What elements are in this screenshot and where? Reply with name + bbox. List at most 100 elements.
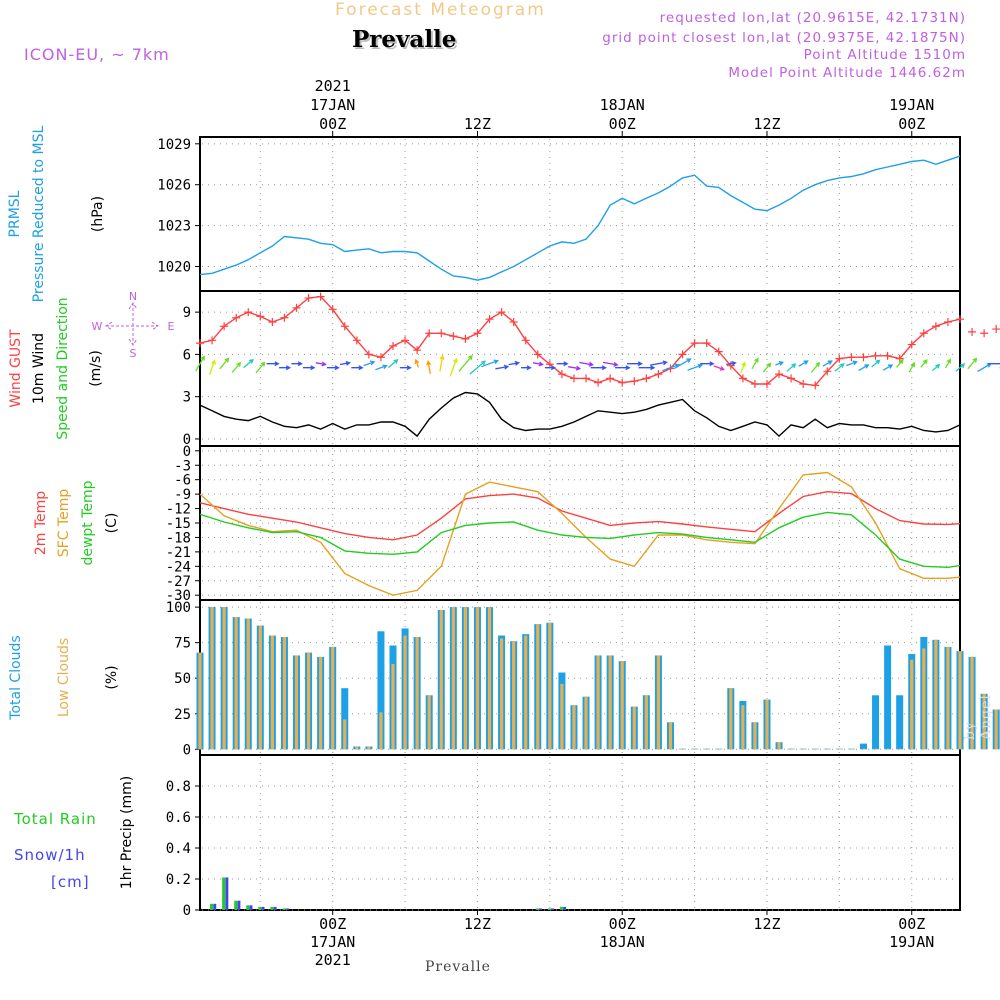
bar-clouds-low-clouds bbox=[391, 663, 395, 750]
bar-clouds-low-clouds bbox=[367, 746, 371, 750]
precip-legend-item: Total Rain bbox=[13, 810, 97, 828]
bar-precip-total-rain bbox=[270, 906, 274, 910]
bar-clouds-low-clouds bbox=[825, 748, 829, 750]
gust-marker bbox=[582, 374, 591, 383]
gust-marker bbox=[545, 360, 554, 369]
gust-marker bbox=[799, 380, 808, 388]
ytick-label-pressure: 1023 bbox=[157, 219, 191, 235]
time-label-bottom: 17JAN bbox=[310, 933, 355, 951]
gust-marker bbox=[557, 370, 566, 379]
gust-marker bbox=[425, 329, 434, 338]
bar-precip-total-rain bbox=[535, 908, 539, 910]
gust-marker bbox=[642, 374, 651, 383]
wind-arrow bbox=[751, 357, 759, 370]
wind-arrow bbox=[255, 361, 266, 374]
wind-arrow bbox=[388, 359, 399, 368]
time-label-bottom: 00Z bbox=[319, 915, 346, 933]
ytick-label-clouds: 25 bbox=[174, 707, 191, 723]
bar-clouds-low-clouds bbox=[934, 639, 938, 750]
time-label-top: 18JAN bbox=[600, 96, 645, 114]
gust-marker bbox=[413, 346, 422, 355]
ytick-label-wind: 0 bbox=[183, 432, 191, 448]
bar-precip-total-rain bbox=[234, 900, 238, 910]
ytick-label-temp: -27 bbox=[166, 574, 191, 590]
wind-arrow bbox=[544, 365, 557, 371]
bar-clouds-low-clouds bbox=[729, 688, 733, 750]
wind-arrow bbox=[945, 358, 951, 369]
bar-clouds-low-clouds bbox=[644, 695, 648, 750]
bar-clouds-low-clouds bbox=[572, 705, 576, 750]
wind-arrow bbox=[920, 359, 928, 368]
ytick-label-pressure: 1026 bbox=[157, 178, 191, 194]
time-label-top: 17JAN bbox=[310, 96, 355, 114]
ytick-label-precip: 0.8 bbox=[166, 779, 191, 795]
gust-marker bbox=[847, 353, 856, 362]
gust-marker bbox=[364, 350, 373, 359]
bar-precip-snow-1h bbox=[237, 900, 241, 910]
time-label-bottom: 12Z bbox=[464, 915, 491, 933]
bar-clouds-low-clouds bbox=[548, 622, 552, 750]
wind-arrow bbox=[726, 360, 737, 366]
bar-clouds-low-clouds bbox=[487, 607, 492, 750]
gust-marker bbox=[992, 325, 1000, 334]
bar-clouds-low-clouds bbox=[873, 748, 878, 750]
bar-precip-snow-1h bbox=[261, 906, 265, 910]
time-label-top: 12Z bbox=[464, 115, 491, 133]
precip-legend-item: Snow/1h bbox=[14, 846, 86, 864]
bar-clouds-low-clouds bbox=[536, 624, 540, 750]
wind-arrow bbox=[650, 360, 668, 366]
requested-coords: requested lon,lat (20.9615E, 42.1731N) bbox=[659, 10, 966, 26]
gust-marker bbox=[738, 374, 747, 383]
gust-marker bbox=[787, 374, 796, 383]
wind-arrow bbox=[762, 362, 772, 373]
wind-arrow bbox=[988, 363, 1000, 365]
gust-marker bbox=[871, 351, 880, 360]
time-label-top: 12Z bbox=[753, 115, 780, 133]
wind-arrow bbox=[303, 365, 316, 371]
bar-precip-snow-1h bbox=[273, 906, 277, 910]
gust-marker bbox=[304, 294, 313, 303]
wind-arrow bbox=[590, 365, 607, 371]
panel-ylabel-clouds: (%) bbox=[104, 665, 120, 689]
wind-arrow bbox=[243, 358, 254, 369]
ytick-label-precip: 0 bbox=[183, 903, 191, 919]
bar-clouds-low-clouds bbox=[680, 748, 685, 750]
gust-marker bbox=[521, 336, 530, 345]
gust-marker bbox=[220, 322, 229, 331]
panel-ylabel-wind: (m/s) bbox=[88, 350, 104, 387]
ytick-label-precip: 0.6 bbox=[166, 810, 191, 826]
gust-marker bbox=[316, 292, 325, 301]
compass-rose bbox=[105, 302, 159, 346]
wind-arrow bbox=[439, 354, 445, 372]
wind-arrow bbox=[602, 361, 619, 367]
forecast-title: Forecast Meteogram bbox=[335, 0, 546, 20]
gust-marker bbox=[968, 327, 977, 336]
bar-clouds-low-clouds bbox=[343, 719, 347, 750]
bar-clouds-low-clouds bbox=[512, 641, 516, 750]
bar-clouds-low-clouds bbox=[294, 655, 299, 750]
bar-clouds-total-clouds bbox=[341, 688, 349, 750]
ytick-label-pressure: 1020 bbox=[157, 259, 191, 275]
bar-clouds-low-clouds bbox=[331, 646, 335, 750]
ytick-label-clouds: 75 bbox=[174, 636, 191, 652]
wind-arrow bbox=[638, 365, 656, 371]
gust-marker bbox=[509, 318, 518, 326]
gust-marker bbox=[244, 308, 253, 317]
wind-arrow bbox=[556, 361, 569, 367]
bar-precip-total-rain bbox=[246, 905, 250, 910]
wind-arrow bbox=[315, 361, 327, 367]
ytick-label-temp: -18 bbox=[166, 530, 191, 546]
wind-arrow bbox=[896, 358, 904, 368]
footer-location: Prevalle bbox=[425, 959, 491, 975]
ytick-label-temp: 0 bbox=[183, 444, 191, 460]
bar-clouds-low-clouds bbox=[306, 652, 311, 750]
wind-arrow bbox=[508, 360, 521, 366]
wind-arrow bbox=[291, 361, 303, 367]
wind-arrow bbox=[339, 360, 351, 366]
wind-arrow bbox=[931, 363, 941, 372]
wind-arrow bbox=[740, 361, 746, 373]
panel-ylabel-wind: 10m Wind bbox=[31, 333, 47, 404]
bar-clouds-low-clouds bbox=[355, 746, 359, 750]
bar-clouds-low-clouds bbox=[319, 656, 323, 750]
